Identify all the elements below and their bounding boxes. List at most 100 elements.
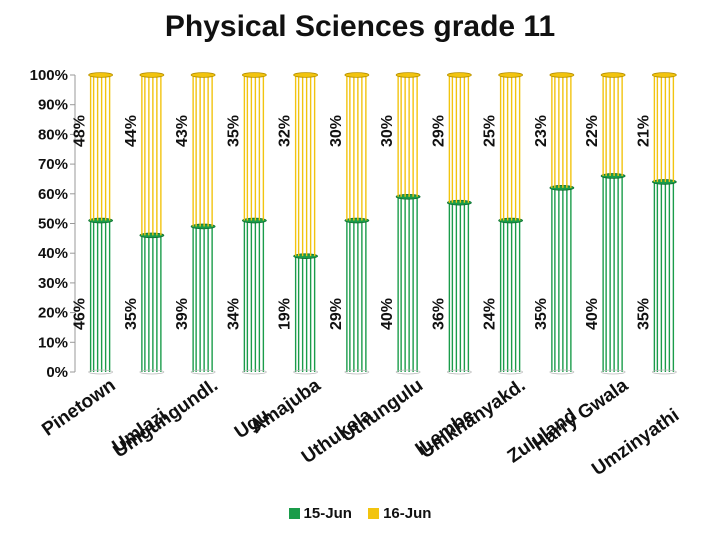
bar-16-Jun-Pinetown	[88, 72, 114, 221]
bar-base	[498, 369, 524, 375]
y-tick-label: 60%	[38, 186, 68, 203]
bar-15-Jun-Uthungulu	[395, 193, 421, 372]
category-label-0: Pinetown	[38, 375, 119, 441]
data-label-15-Jun-Harry Gwala: 40%	[584, 298, 601, 330]
data-label-layer: 46% 48% 35% 44% 39% 43% 34% 35% 19% 32% 29% 30% 40% 3…	[72, 115, 653, 330]
bar-15-Jun-Umgungundl.	[190, 223, 216, 372]
bar-cap	[600, 72, 626, 78]
y-tick-label: 50%	[38, 216, 68, 233]
data-label-15-Jun-Ugu: 34%	[225, 298, 242, 330]
bar-16-Jun-Umgungundl.	[190, 72, 216, 227]
data-label-15-Jun-Amajuba: 19%	[277, 298, 294, 330]
data-label-16-Jun-ILembe: 29%	[430, 115, 447, 147]
y-tick-label: 90%	[38, 97, 68, 114]
data-label-15-Jun-Umgungundl.: 39%	[174, 298, 191, 330]
bar-base	[241, 369, 267, 375]
bar-cap	[344, 72, 370, 78]
data-label-16-Jun-Pinetown: 48%	[72, 115, 89, 147]
legend-label-16-jun: 16-Jun	[383, 505, 432, 522]
bar-cap	[395, 72, 421, 78]
data-label-15-Jun-Umlazi: 35%	[123, 298, 140, 330]
bar-15-Jun-Umzinyathi	[651, 179, 677, 372]
bar-16-Jun-Uthungulu	[395, 72, 421, 197]
bar-16-Jun-Umkhanyakd.	[498, 72, 524, 221]
bar-base	[549, 369, 575, 375]
data-label-16-Jun-Umlazi: 44%	[123, 115, 140, 147]
bar-base	[293, 369, 319, 375]
bar-16-Jun-Uthukela	[344, 72, 370, 221]
bar-cap	[651, 72, 677, 78]
bar-cap	[549, 185, 575, 191]
bar-base	[446, 369, 472, 375]
bar-15-Jun-Ugu	[241, 217, 267, 372]
y-axis: 0% 10% 20% 30% 40% 50% 60% 70% 80% 90% 100%	[30, 67, 76, 381]
data-label-16-Jun-Umzinyathi: 21%	[635, 115, 652, 147]
bar-16-Jun-Harry Gwala	[600, 72, 626, 176]
y-tick-label: 30%	[38, 275, 68, 292]
bar-cap	[498, 217, 524, 224]
bar-cap	[549, 72, 575, 78]
bar-cap	[446, 72, 472, 78]
bar-15-Jun-Uthukela	[344, 217, 370, 372]
y-tick-label: 10%	[38, 334, 68, 351]
y-tick-label: 20%	[38, 305, 68, 322]
bar-base	[139, 369, 165, 375]
bar-cap	[498, 72, 524, 78]
data-label-15-Jun-Uthungulu: 40%	[379, 298, 396, 330]
data-label-15-Jun-ILembe: 36%	[430, 298, 447, 330]
bar-cap	[139, 72, 165, 78]
bar-cap	[395, 193, 421, 200]
bar-cap	[344, 217, 370, 224]
data-label-16-Jun-Zululand: 23%	[533, 115, 550, 147]
bar-base	[344, 369, 370, 375]
bar-cap	[241, 217, 267, 224]
y-tick-label: 70%	[38, 156, 68, 173]
bar-base	[190, 369, 216, 375]
bar-15-Jun-Zululand	[549, 185, 575, 372]
data-label-16-Jun-Amajuba: 32%	[277, 115, 294, 147]
bar-cap	[446, 199, 472, 206]
bar-cap	[190, 72, 216, 78]
legend: 15-Jun 16-Jun	[0, 505, 720, 522]
bar-15-Jun-Umlazi	[139, 232, 165, 372]
bar-16-Jun-Amajuba	[293, 72, 319, 257]
data-label-16-Jun-Harry Gwala: 22%	[584, 115, 601, 147]
bar-15-Jun-Harry Gwala	[600, 173, 626, 372]
bar-cap	[88, 72, 114, 78]
legend-label-15-jun: 15-Jun	[303, 505, 352, 522]
data-label-16-Jun-Ugu: 35%	[225, 115, 242, 147]
legend-item-15-jun: 15-Jun	[288, 505, 352, 522]
data-label-15-Jun-Uthukela: 29%	[328, 298, 345, 330]
legend-item-16-jun: 16-Jun	[368, 505, 431, 522]
bar-cap	[190, 223, 216, 230]
legend-swatch-15-jun	[288, 508, 300, 519]
legend-swatch-16-jun	[368, 508, 380, 519]
y-tick-label: 80%	[38, 126, 68, 143]
y-tick-label: 100%	[30, 67, 68, 84]
bar-cap	[293, 253, 319, 259]
bar-16-Jun-Zululand	[549, 72, 575, 188]
data-label-16-Jun-Uthukela: 30%	[328, 115, 345, 147]
bar-15-Jun-Pinetown	[88, 217, 114, 372]
chart-title: Physical Sciences grade 11	[164, 10, 556, 43]
data-label-15-Jun-Umzinyathi: 35%	[635, 298, 652, 330]
bar-15-Jun-ILembe	[446, 199, 472, 372]
category-label-6: Uthungulu	[337, 375, 427, 447]
category-label-11: Umzinyathi	[588, 405, 683, 480]
bar-cap	[241, 72, 267, 78]
bar-cap	[651, 179, 677, 185]
bar-cap	[88, 217, 114, 224]
bar-15-Jun-Umkhanyakd.	[498, 217, 524, 372]
data-label-15-Jun-Pinetown: 46%	[72, 298, 89, 330]
data-label-16-Jun-Umgungundl.: 43%	[174, 115, 191, 147]
data-label-15-Jun-Umkhanyakd.: 24%	[482, 298, 499, 330]
data-label-15-Jun-Zululand: 35%	[533, 298, 550, 330]
bar-layer	[88, 72, 677, 375]
bar-16-Jun-Ugu	[241, 72, 267, 221]
y-tick-label: 40%	[38, 245, 68, 262]
bar-16-Jun-ILembe	[446, 72, 472, 203]
data-label-16-Jun-Umkhanyakd.: 25%	[482, 115, 499, 147]
bar-base	[600, 369, 626, 375]
